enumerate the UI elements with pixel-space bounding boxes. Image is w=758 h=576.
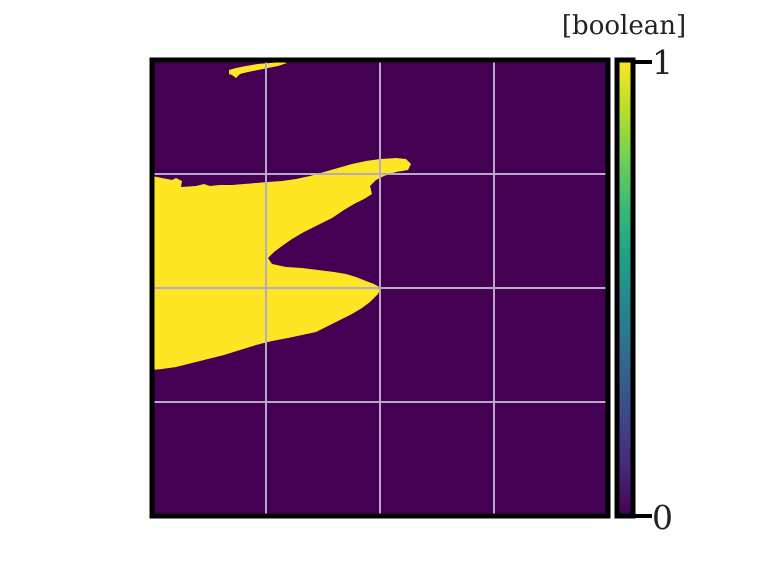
colorbar: 1 0 [boolean] bbox=[562, 11, 686, 537]
colorbar-tick-label-0: 0 bbox=[652, 498, 673, 537]
grid-lines bbox=[152, 60, 608, 516]
colorbar-frame bbox=[614, 57, 636, 519]
plot-frame bbox=[149, 57, 611, 519]
heatmap-plot bbox=[149, 57, 611, 519]
colorbar-tick-label-1: 1 bbox=[652, 43, 673, 82]
colorbar-gradient bbox=[617, 60, 633, 516]
true-region-main bbox=[152, 158, 411, 370]
colorbar-label: [boolean] bbox=[562, 11, 686, 41]
true-region-top bbox=[229, 62, 287, 78]
